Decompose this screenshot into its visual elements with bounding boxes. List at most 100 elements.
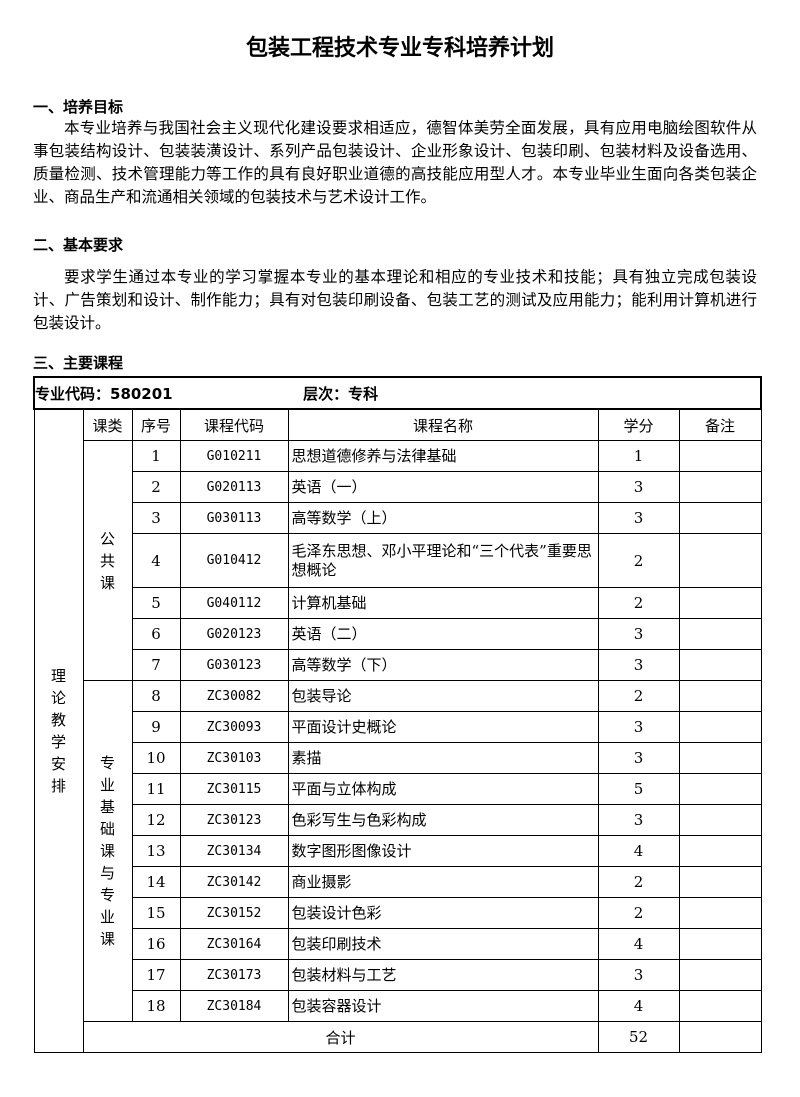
course-name: 色彩写生与色彩构成 bbox=[287, 804, 599, 836]
course-credit: 3 bbox=[597, 742, 680, 774]
course-no: 15 bbox=[131, 897, 181, 929]
course-credit: 3 bbox=[597, 649, 680, 681]
course-no: 17 bbox=[131, 959, 181, 991]
column-header: 课类 bbox=[82, 408, 133, 441]
course-code: G020113 bbox=[179, 471, 289, 503]
course-no: 4 bbox=[131, 533, 181, 588]
course-name: 平面与立体构成 bbox=[287, 773, 599, 805]
table-row: 15 ZC30152 包装设计色彩 2 bbox=[34, 897, 762, 929]
table-row: 10 ZC30103 素描 3 bbox=[34, 742, 762, 774]
course-code: ZC30173 bbox=[179, 959, 289, 991]
course-name: 数字图形图像设计 bbox=[287, 835, 599, 867]
table-row: 5 G040112 计算机基础 2 bbox=[34, 587, 762, 619]
total-row: 合计 52 bbox=[34, 1021, 762, 1053]
course-code: G040112 bbox=[179, 587, 289, 619]
course-note bbox=[678, 866, 762, 898]
table-row: 13 ZC30134 数字图形图像设计 4 bbox=[34, 835, 762, 867]
course-table: 专业代码：580201 层次：专科 理论教学安排 课类 序号 课程代码 课程名称… bbox=[32, 376, 763, 1053]
table-row: 17 ZC30173 包装材料与工艺 3 bbox=[34, 959, 762, 991]
course-note bbox=[678, 649, 762, 681]
course-no: 6 bbox=[131, 618, 181, 650]
course-no: 9 bbox=[131, 711, 181, 743]
table-row: 3 G030113 高等数学（上） 3 bbox=[34, 502, 762, 534]
table-header-row: 理论教学安排 课类 序号 课程代码 课程名称 学分 备注 bbox=[33, 408, 762, 1053]
course-code: ZC30082 bbox=[179, 680, 289, 712]
column-header: 序号 bbox=[131, 408, 181, 441]
course-code: G010412 bbox=[179, 533, 289, 588]
course-name: 平面设计史概论 bbox=[287, 711, 599, 743]
course-no: 1 bbox=[131, 440, 181, 472]
course-note bbox=[678, 804, 762, 836]
course-no: 7 bbox=[131, 649, 181, 681]
course-no: 12 bbox=[131, 804, 181, 836]
course-code: ZC30115 bbox=[179, 773, 289, 805]
group-major: 专业基础课与专业课 bbox=[100, 754, 116, 948]
section-text: 本专业培养与我国社会主义现代化建设要求相适应，德智体美劳全面发展，具有应用电脑绘… bbox=[33, 119, 757, 206]
table-row: 14 ZC30142 商业摄影 2 bbox=[34, 866, 762, 898]
course-code: ZC30142 bbox=[179, 866, 289, 898]
course-credit: 4 bbox=[597, 928, 680, 960]
course-no: 16 bbox=[131, 928, 181, 960]
group-outer-cell: 理论教学安排 bbox=[33, 408, 84, 1053]
course-note bbox=[678, 502, 762, 534]
course-credit: 2 bbox=[597, 587, 680, 619]
total-label: 合计 bbox=[82, 1021, 599, 1053]
course-no: 13 bbox=[131, 835, 181, 867]
course-name: 思想道德修养与法律基础 bbox=[287, 440, 599, 472]
course-name: 包装设计色彩 bbox=[287, 897, 599, 929]
level: 层次：专科 bbox=[303, 384, 379, 403]
course-name: 素描 bbox=[287, 742, 599, 774]
course-name: 计算机基础 bbox=[287, 587, 599, 619]
course-note bbox=[678, 897, 762, 929]
course-credit: 2 bbox=[597, 533, 680, 588]
table-row: 16 ZC30164 包装印刷技术 4 bbox=[34, 928, 762, 960]
course-note bbox=[678, 618, 762, 650]
course-code: ZC30134 bbox=[179, 835, 289, 867]
table-row: 2 G020113 英语（一） 3 bbox=[34, 471, 762, 503]
column-header: 课程名称 bbox=[287, 408, 599, 441]
course-name: 高等数学（下） bbox=[287, 649, 599, 681]
course-note bbox=[678, 533, 762, 588]
course-no: 14 bbox=[131, 866, 181, 898]
table-row: 6 G020123 英语（二） 3 bbox=[34, 618, 762, 650]
course-name: 包装材料与工艺 bbox=[287, 959, 599, 991]
course-name: 包装印刷技术 bbox=[287, 928, 599, 960]
column-header: 课程代码 bbox=[179, 408, 289, 441]
course-no: 11 bbox=[131, 773, 181, 805]
course-credit: 5 bbox=[597, 773, 680, 805]
course-no: 10 bbox=[131, 742, 181, 774]
course-credit: 3 bbox=[597, 804, 680, 836]
course-credit: 4 bbox=[597, 990, 680, 1022]
course-code: G010211 bbox=[179, 440, 289, 472]
total-credit: 52 bbox=[597, 1021, 680, 1053]
course-no: 5 bbox=[131, 587, 181, 619]
course-note bbox=[678, 773, 762, 805]
course-note bbox=[678, 680, 762, 712]
section-text: 要求学生通过本专业的学习掌握本专业的基本理论和相应的专业技术和技能；具有独立完成… bbox=[33, 268, 757, 332]
course-credit: 3 bbox=[597, 959, 680, 991]
table-row: 7 G030123 高等数学（下） 3 bbox=[34, 649, 762, 681]
course-code: G020123 bbox=[179, 618, 289, 650]
course-no: 18 bbox=[131, 990, 181, 1022]
course-no: 2 bbox=[131, 471, 181, 503]
course-name: 英语（一） bbox=[287, 471, 599, 503]
course-credit: 2 bbox=[597, 866, 680, 898]
course-name: 英语（二） bbox=[287, 618, 599, 650]
course-no: 3 bbox=[131, 502, 181, 534]
group-public-cell: 公共课 bbox=[82, 440, 133, 681]
course-code: ZC30103 bbox=[179, 742, 289, 774]
table-row: 公共课 1 G010211 思想道德修养与法律基础 1 bbox=[34, 440, 762, 681]
table-row: 11 ZC30115 平面与立体构成 5 bbox=[34, 773, 762, 805]
course-credit: 3 bbox=[597, 471, 680, 503]
course-credit: 4 bbox=[597, 835, 680, 867]
course-note bbox=[678, 742, 762, 774]
table-row: 12 ZC30123 色彩写生与色彩构成 3 bbox=[34, 804, 762, 836]
course-code: ZC30123 bbox=[179, 804, 289, 836]
course-code: ZC30152 bbox=[179, 897, 289, 929]
course-code: G030123 bbox=[179, 649, 289, 681]
course-credit: 3 bbox=[597, 502, 680, 534]
column-header: 备注 bbox=[678, 408, 762, 441]
table-info-row: 专业代码：580201 层次：专科 bbox=[32, 376, 763, 410]
column-header: 学分 bbox=[597, 408, 680, 441]
course-credit: 2 bbox=[597, 897, 680, 929]
